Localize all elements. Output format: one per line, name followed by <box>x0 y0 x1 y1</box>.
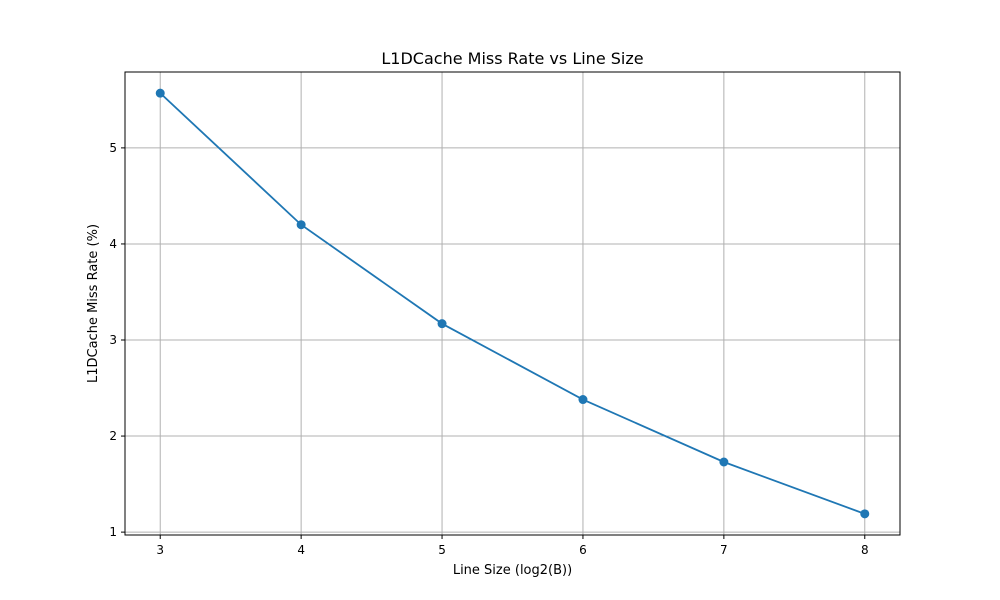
series-layer <box>155 88 870 519</box>
x-tick-label: 6 <box>579 543 587 557</box>
y-tick-label: 1 <box>109 525 117 539</box>
y-tick-label: 3 <box>109 333 117 347</box>
data-point <box>296 220 306 230</box>
y-axis-label: L1DCache Miss Rate (%) <box>86 224 101 383</box>
x-tick-label: 5 <box>438 543 446 557</box>
x-tick-label: 4 <box>297 543 305 557</box>
x-tick-label: 7 <box>720 543 728 557</box>
x-axis-label: Line Size (log2(B)) <box>453 563 572 578</box>
plot-frame <box>124 71 901 536</box>
data-point <box>860 509 870 519</box>
y-tick-label: 4 <box>109 237 117 251</box>
grid <box>125 72 900 535</box>
data-point <box>437 319 447 329</box>
data-point <box>719 457 729 467</box>
x-tick-label: 8 <box>861 543 869 557</box>
chart-title: L1DCache Miss Rate vs Line Size <box>381 49 643 68</box>
data-point <box>578 395 588 405</box>
data-point <box>155 88 165 98</box>
x-tick-label: 3 <box>156 543 164 557</box>
series-line <box>159 92 866 515</box>
axis-ticks: 3 4 5 6 7 8 1 2 3 4 5 <box>109 141 868 557</box>
y-tick-label: 5 <box>109 141 117 155</box>
y-tick-label: 2 <box>109 429 117 443</box>
